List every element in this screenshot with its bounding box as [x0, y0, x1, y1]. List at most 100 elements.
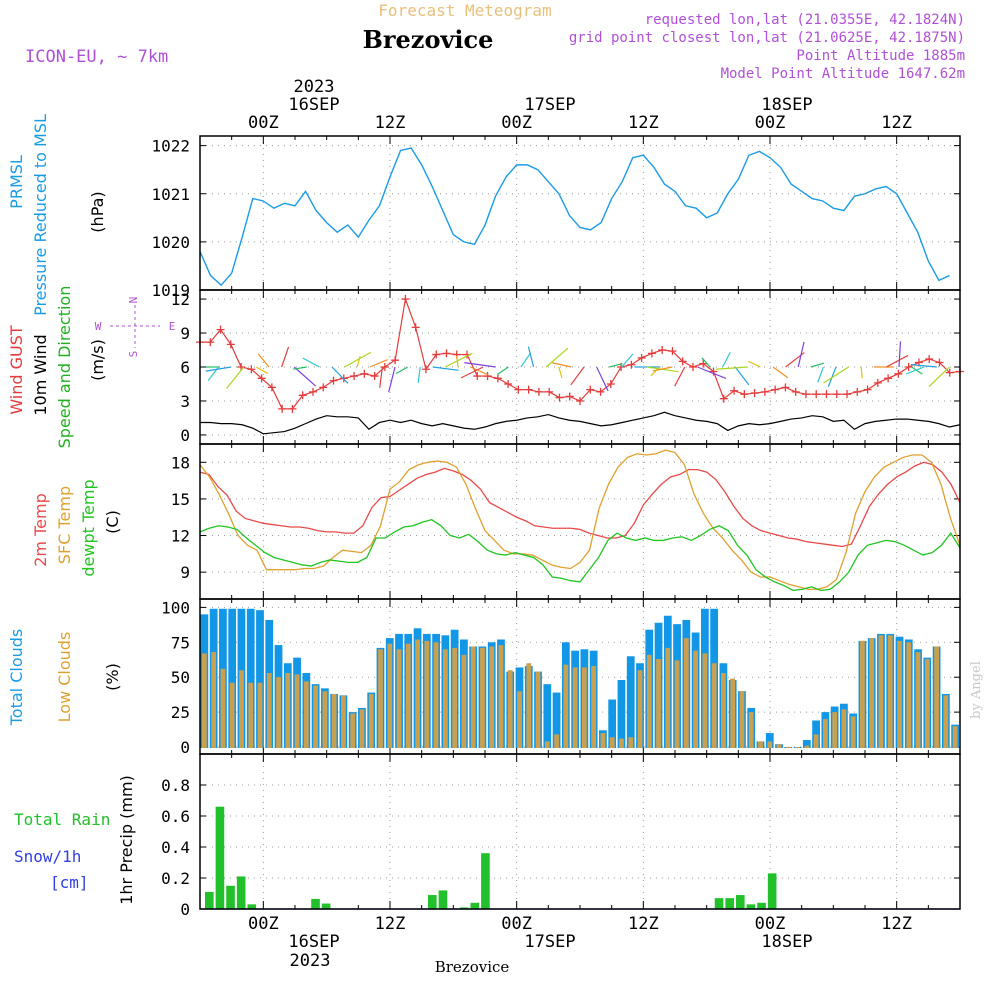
- wind-arrow: [388, 366, 396, 393]
- top-tick-label: 00Z: [248, 113, 279, 133]
- total-cloud-bar: [802, 740, 811, 749]
- low-cloud-bar: [878, 635, 884, 749]
- compass-rose: W E N S: [95, 297, 176, 358]
- gust-label: Wind GUST: [7, 325, 26, 415]
- gust-marker: [904, 363, 913, 371]
- gust-marker: [308, 387, 317, 396]
- wind-arrow: [674, 366, 686, 387]
- gust-marker: [699, 359, 708, 368]
- gust-marker: [884, 374, 893, 383]
- temp-ytick-label: 12: [171, 527, 190, 546]
- gust-marker: [504, 379, 513, 388]
- bottom-date-16sep: 16SEP: [288, 932, 339, 952]
- clouds-panel: 0 25 50 75 100: [161, 598, 961, 757]
- gust-marker: [586, 385, 595, 394]
- rain-bar: [247, 904, 257, 909]
- wind-arrow: [772, 366, 789, 379]
- footer-station: Brezovice: [435, 958, 510, 976]
- compass-w: W: [95, 320, 102, 333]
- dewpt-line: [199, 518, 961, 592]
- gust-marker: [421, 365, 430, 374]
- low-cloud-bar: [276, 677, 281, 749]
- wind-arrow: [302, 357, 320, 368]
- low-cloud-bar: [452, 647, 458, 749]
- wind-ytick-label: 9: [180, 324, 190, 343]
- compass-e: E: [169, 320, 176, 333]
- pressure-ytick-label: 1022: [151, 137, 190, 156]
- precip-ytick-label: 0.4: [161, 838, 190, 857]
- low-cloud-bar: [739, 691, 745, 749]
- wind-arrow: [432, 366, 459, 371]
- gust-marker: [730, 386, 739, 395]
- panel-frame: [199, 135, 961, 291]
- low-cloud-bar: [350, 713, 356, 749]
- low-cloud-bar: [795, 747, 800, 749]
- wind-arrow: [226, 366, 245, 389]
- low-cloud-bar: [563, 664, 569, 749]
- low-cloud-bar: [442, 649, 448, 749]
- wind-panel: 0 3 6 9 12: [171, 290, 964, 445]
- low-cloud-bar: [341, 695, 346, 749]
- low-cloud-bar: [609, 737, 615, 749]
- total-clouds-label: Total Clouds: [7, 629, 26, 727]
- wind-arrow: [910, 364, 937, 368]
- wind-arrow: [331, 366, 349, 384]
- low-cloud-bar: [554, 734, 559, 749]
- wind-arrow: [417, 366, 421, 383]
- low-cloud-bar: [869, 638, 875, 749]
- low-cloud-bar: [220, 668, 226, 749]
- wind-arrow: [697, 366, 727, 380]
- gust-marker: [668, 347, 677, 356]
- rain-bar: [470, 902, 480, 909]
- gust-marker: [391, 356, 400, 365]
- low-cloud-bar: [804, 745, 810, 749]
- low-cloud-bar: [229, 682, 235, 749]
- gust-marker: [678, 357, 687, 366]
- gust-marker: [740, 390, 749, 399]
- top-date-17sep: 17SEP: [524, 95, 575, 115]
- gust-marker: [288, 404, 297, 413]
- gust-marker: [596, 387, 605, 396]
- low-cloud-bar: [313, 685, 318, 749]
- low-cloud-bar: [637, 670, 643, 749]
- total-cloud-bar: [812, 720, 820, 749]
- low-cloud-bar: [850, 716, 856, 749]
- gust-marker: [627, 360, 636, 369]
- clouds-ytick-label: 75: [171, 633, 190, 652]
- low-cloud-bar: [702, 653, 708, 749]
- low-cloud-bar: [582, 667, 587, 749]
- wind-arrow: [823, 366, 849, 384]
- gust-marker: [247, 365, 256, 374]
- rain-bar: [311, 898, 320, 909]
- wind-arrow: [527, 346, 535, 368]
- clouds-ytick-label: 100: [161, 598, 190, 617]
- gust-marker: [442, 349, 451, 358]
- wind-arrow: [344, 351, 372, 368]
- pressure-ytick-label: 1021: [151, 185, 190, 204]
- low-cloud-bar: [359, 709, 365, 749]
- low-cloud-bar: [674, 660, 680, 749]
- low-cloud-bar: [776, 744, 782, 749]
- wind-label: 10m Wind: [31, 334, 50, 415]
- temp-ytick-label: 9: [180, 563, 190, 582]
- wind-arrow: [256, 366, 269, 375]
- low-cloud-bar: [331, 693, 337, 749]
- low-cloud-bar: [832, 712, 838, 749]
- gust-marker: [401, 295, 410, 304]
- top-title: Forecast Meteogram: [378, 1, 551, 20]
- rain-bar: [459, 907, 469, 909]
- low-cloud-bar: [535, 671, 541, 749]
- gust-marker: [750, 389, 759, 398]
- top-tick-label: 00Z: [501, 113, 532, 133]
- gust-marker: [812, 390, 821, 399]
- wind-arrow: [551, 362, 572, 368]
- low-cloud-bar: [211, 652, 217, 749]
- low-cloud-bar: [721, 673, 726, 749]
- low-cloud-bar: [415, 639, 420, 749]
- sfc-temp-line: [199, 449, 961, 590]
- snow-label: Snow/1h: [14, 847, 81, 866]
- wind-arrow: [379, 366, 383, 388]
- wind-ytick-label: 6: [180, 358, 190, 377]
- low-cloud-bar: [748, 712, 754, 749]
- total-cloud-bar: [256, 610, 264, 749]
